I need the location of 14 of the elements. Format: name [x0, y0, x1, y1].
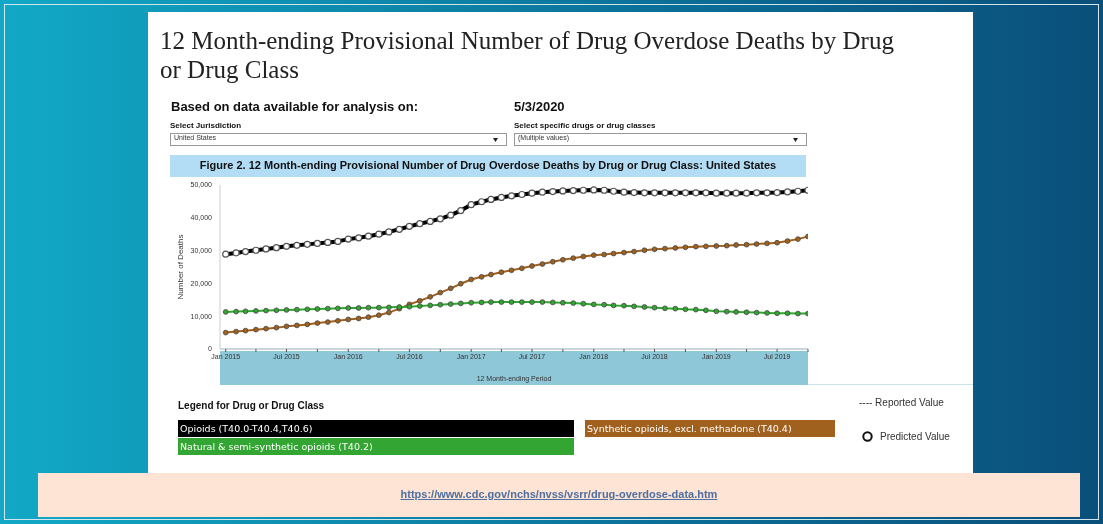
- text: 5/3/2020: [514, 99, 565, 114]
- text: ---- Reported Value: [859, 397, 944, 408]
- y-axis-title: Number of Deaths: [175, 234, 185, 300]
- text: Natural & semi-synthetic opioids (T40.2): [178, 438, 574, 455]
- text: https://www.cdc.gov/nchs/nvss/vsrr/drug-overdose-data.htm: [399, 488, 719, 500]
- text: Select Jurisdiction: [170, 121, 242, 130]
- chart-title: 12 Month-ending Provisional Number of Drug Overdose Deaths by Drug or Drug Class: [160, 26, 895, 84]
- text: Predicted Value: [880, 431, 950, 442]
- text: Synthetic opioids, excl. methadone (T40.4): [585, 420, 835, 437]
- text: Opioids (T40.0-T40.4,T40.6): [178, 420, 574, 437]
- text: Based on data available for analysis on:: [171, 99, 419, 114]
- chart-subtitle: Figure 2. 12 Month-ending Provisional Number of Drug Overdose Deaths by Drug or Drug Class: United States: [198, 159, 778, 171]
- text: Select specific drugs or drug classes: [514, 121, 656, 130]
- legend-title: Legend for Drug or Drug Class: [178, 400, 326, 411]
